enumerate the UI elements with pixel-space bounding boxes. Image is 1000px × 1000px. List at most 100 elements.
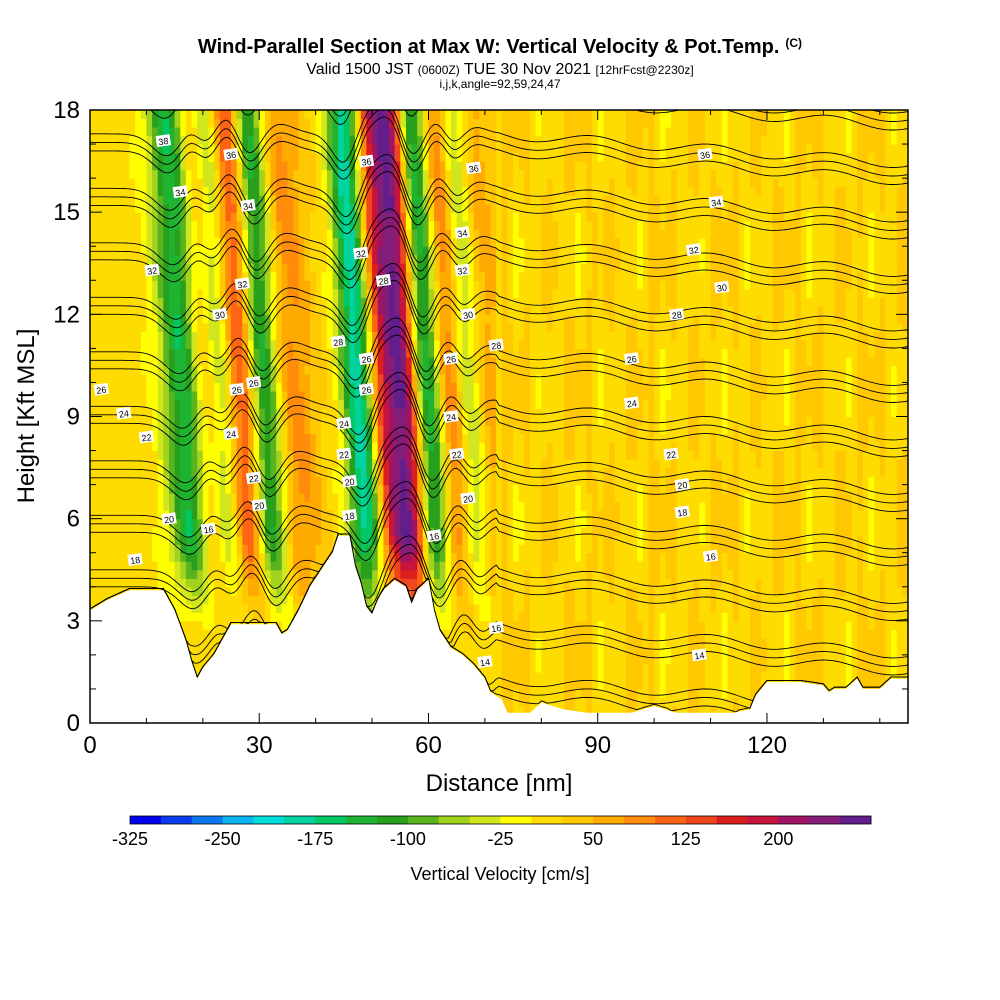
field-cell (253, 280, 260, 290)
field-cell (101, 212, 108, 222)
field-cell (208, 339, 215, 349)
field-cell (157, 561, 164, 571)
field-cell (231, 586, 238, 596)
field-cell (242, 263, 249, 273)
field-cell (321, 493, 328, 503)
field-cell (281, 408, 288, 418)
field-cell (405, 416, 413, 426)
field-cell (479, 569, 486, 579)
field-cell (400, 144, 407, 154)
field-cell (253, 544, 260, 554)
field-cell (219, 459, 226, 469)
field-cell (310, 544, 317, 554)
field-cell (123, 135, 130, 145)
field-cell (315, 518, 322, 528)
field-cell (248, 535, 255, 545)
field-cell (242, 476, 249, 486)
field-cell (95, 280, 102, 290)
field-cell (95, 152, 102, 162)
field-cell (248, 169, 255, 179)
field-cell (197, 322, 204, 332)
field-cell (264, 459, 272, 469)
field-cell (360, 416, 367, 426)
field-cell (434, 254, 441, 264)
field-cell (106, 135, 114, 145)
field-cell (270, 348, 277, 358)
field-cell (180, 280, 187, 290)
field-cell (225, 561, 232, 571)
field-cell (321, 203, 328, 213)
field-cell (287, 569, 294, 579)
field-cell (259, 425, 266, 435)
field-cell (157, 127, 164, 137)
field-cell (174, 212, 181, 222)
field-cell (411, 203, 418, 213)
field-cell (293, 518, 300, 528)
field-cell (146, 569, 153, 579)
field-cell (304, 195, 311, 205)
field-cell (377, 552, 384, 562)
field-cell (191, 288, 198, 298)
field-cell (270, 501, 277, 511)
field-cell (208, 297, 215, 307)
field-cell (202, 603, 209, 613)
field-cell (394, 399, 401, 409)
field-cell (253, 365, 260, 375)
field-cell (129, 425, 136, 435)
field-cell (140, 527, 147, 537)
field-cell (298, 348, 305, 358)
field-cell (242, 331, 249, 341)
field-cell (355, 510, 362, 520)
field-cell (298, 144, 305, 154)
field-cell (214, 356, 221, 366)
field-cell (214, 280, 221, 290)
field-cell (400, 305, 407, 315)
field-cell (422, 501, 429, 511)
field-cell (214, 595, 221, 605)
field-cell (112, 203, 119, 213)
field-cell (462, 288, 469, 298)
field-cell (140, 442, 147, 452)
field-cell (197, 110, 204, 120)
field-cell (366, 169, 373, 179)
field-cell (349, 161, 356, 171)
field-cell (338, 280, 345, 290)
field-cell (174, 220, 181, 230)
field-cell (123, 365, 130, 375)
field-cell (383, 552, 390, 562)
field-cell (417, 229, 424, 239)
field-cell (479, 603, 486, 613)
field-cell (95, 442, 102, 452)
field-cell (428, 314, 435, 324)
field-cell (473, 152, 480, 162)
field-cell (146, 510, 153, 520)
field-cell (219, 399, 226, 409)
field-cell (185, 118, 193, 128)
field-cell (248, 484, 255, 494)
field-cell (456, 331, 463, 341)
field-cell (236, 186, 243, 196)
field-cell (197, 450, 204, 460)
field-cell (366, 425, 373, 435)
field-cell (389, 246, 396, 256)
field-cell (191, 612, 198, 622)
field-cell (473, 467, 480, 477)
field-cell (411, 356, 418, 366)
field-cell (197, 629, 204, 639)
field-cell (304, 476, 311, 486)
field-cell (90, 527, 97, 537)
field-cell (321, 450, 328, 460)
field-cell (439, 322, 446, 332)
field-cell (417, 501, 424, 511)
field-cell (422, 467, 429, 477)
field-cell (304, 535, 311, 545)
field-cell (264, 399, 272, 409)
field-cell (259, 220, 266, 230)
field-cell (304, 229, 311, 239)
field-cell (293, 280, 300, 290)
field-cell (163, 433, 170, 443)
field-cell (140, 569, 147, 579)
field-cell (169, 493, 176, 503)
field-cell (118, 399, 125, 409)
field-cell (383, 510, 390, 520)
